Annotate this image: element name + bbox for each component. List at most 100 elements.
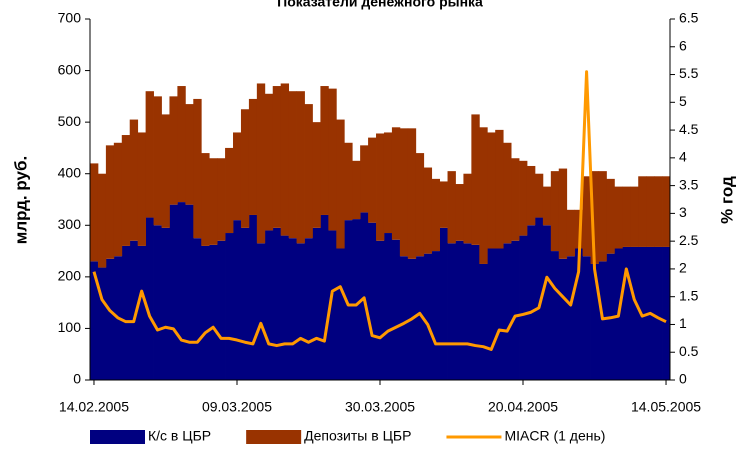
- area-segment: [233, 132, 242, 221]
- area-segment: [399, 128, 409, 257]
- area-segment: [479, 263, 488, 380]
- area-segment: [463, 173, 472, 244]
- area-segment: [185, 204, 194, 380]
- y-axis-label: млрд. руб.: [11, 156, 30, 244]
- area-segment: [542, 225, 552, 380]
- y2-tick-label: 5: [679, 93, 687, 109]
- x-tick-label: 30.03.2005: [345, 399, 415, 415]
- area-segment: [439, 227, 448, 380]
- area-segment: [526, 225, 536, 380]
- area-segment: [582, 256, 591, 380]
- legend-label: MIACR (1 день): [504, 428, 605, 444]
- area-segment: [519, 160, 528, 236]
- area-segment: [209, 244, 218, 380]
- area-segment: [328, 88, 337, 231]
- area-segment: [542, 186, 552, 226]
- area-segment: [471, 244, 480, 380]
- area-segment: [638, 176, 647, 247]
- area-segment: [137, 245, 147, 380]
- area-segment: [217, 158, 226, 241]
- y2-tick-label: 3.5: [679, 176, 699, 192]
- area-segment: [352, 219, 361, 380]
- area-segment: [368, 222, 377, 380]
- area-segment: [145, 91, 154, 218]
- area-segment: [558, 258, 568, 380]
- area-segment: [320, 86, 329, 215]
- area-segment: [526, 165, 536, 226]
- y-tick-label: 200: [58, 268, 82, 284]
- area-segment: [606, 178, 615, 254]
- legend-label: Депозиты в ЦБР: [304, 428, 411, 444]
- area-segment: [550, 171, 560, 252]
- area-segment: [272, 86, 282, 228]
- area-segment: [240, 227, 250, 380]
- area-segment: [97, 267, 107, 380]
- y-tick-label: 0: [73, 371, 81, 387]
- area-segment: [566, 209, 576, 257]
- area-segment: [383, 132, 393, 234]
- area-segment: [455, 240, 464, 380]
- y2-tick-label: 6.5: [679, 10, 699, 26]
- area-segment: [487, 132, 496, 249]
- area-segment: [121, 245, 131, 380]
- area-segment: [90, 163, 99, 262]
- area-segment: [519, 235, 528, 380]
- area-segment: [296, 91, 305, 244]
- area-segment: [225, 147, 234, 234]
- area-segment: [574, 248, 584, 380]
- area-segment: [320, 214, 329, 380]
- area-segment: [288, 238, 297, 380]
- y-tick-label: 600: [58, 61, 82, 77]
- x-tick-label: 14.05.2005: [631, 399, 701, 415]
- area-segment: [312, 227, 321, 380]
- y2-tick-label: 0: [679, 371, 687, 387]
- area-segment: [153, 96, 162, 226]
- area-segment: [105, 258, 115, 380]
- legend-swatch: [90, 430, 145, 444]
- area-segment: [360, 145, 369, 213]
- area-segment: [90, 261, 99, 380]
- x-tick-label: 14.02.2005: [59, 399, 129, 415]
- area-segment: [463, 243, 472, 380]
- area-segment: [662, 246, 671, 380]
- area-segment: [153, 225, 162, 380]
- area-segment: [264, 230, 274, 380]
- area-segment: [582, 176, 591, 257]
- area-segment: [344, 220, 353, 380]
- area-segment: [169, 96, 178, 205]
- area-segment: [248, 214, 258, 380]
- area-segment: [503, 142, 512, 244]
- area-segment: [161, 227, 170, 380]
- area-segment: [534, 173, 544, 218]
- area-segment: [391, 239, 401, 380]
- area-segment: [121, 135, 131, 246]
- area-segment: [550, 251, 560, 380]
- y2-tick-label: 4: [679, 149, 687, 165]
- area-segment: [487, 248, 496, 380]
- y2-tick-label: 1: [679, 315, 687, 331]
- area-segment: [209, 158, 218, 245]
- area-segment: [495, 129, 504, 249]
- area-segment: [503, 243, 512, 380]
- legend-label: К/с в ЦБР: [148, 428, 211, 444]
- area-segment: [280, 83, 290, 236]
- area-segment: [352, 160, 361, 220]
- area-segment: [415, 256, 425, 380]
- y-tick-label: 700: [58, 10, 82, 26]
- area-segment: [447, 171, 456, 244]
- area-segment: [105, 145, 115, 259]
- area-segment: [511, 240, 520, 380]
- area-segment: [495, 248, 504, 380]
- area-segment: [622, 186, 631, 247]
- area-segment: [614, 186, 623, 249]
- area-segment: [336, 119, 345, 249]
- area-segment: [376, 240, 385, 380]
- area-segment: [193, 98, 202, 239]
- x-tick-label: 20.04.2005: [488, 399, 558, 415]
- area-segment: [455, 184, 464, 241]
- y2-tick-label: 1.5: [679, 287, 699, 303]
- area-segment: [622, 246, 631, 380]
- area-segment: [217, 240, 226, 380]
